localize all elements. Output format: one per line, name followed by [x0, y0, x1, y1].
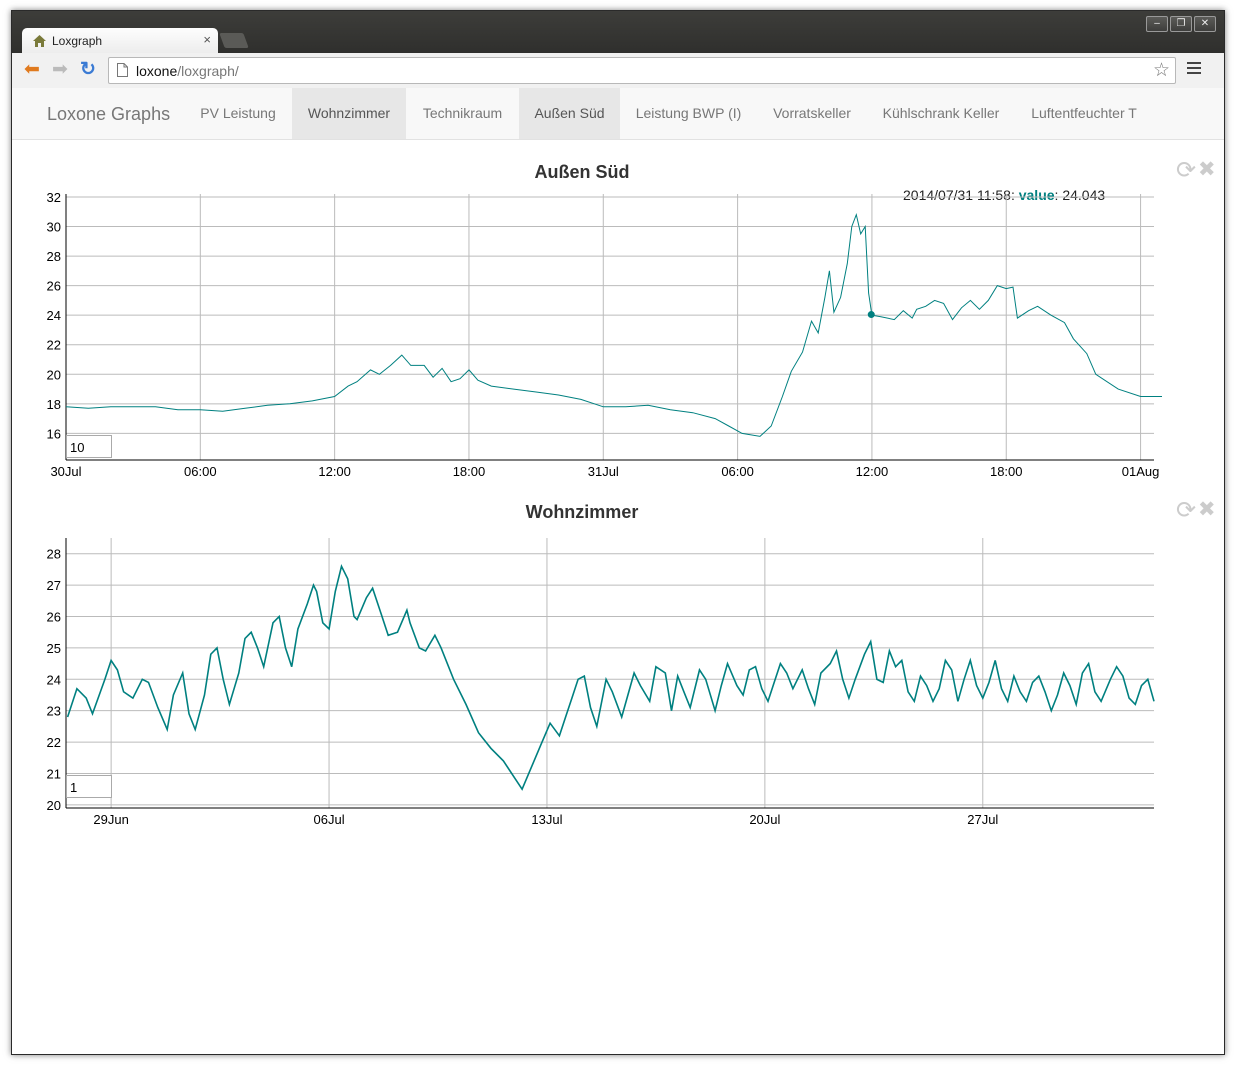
browser-tab[interactable]: Loxgraph ×	[22, 28, 218, 53]
address-bar[interactable]: loxone/loxgraph/ ☆	[108, 57, 1176, 84]
x-tick-label: 12:00	[856, 464, 889, 479]
x-tick-label: 06Jul	[314, 812, 345, 827]
refresh-graph-icon[interactable]: ⟳	[1176, 497, 1197, 524]
y-tick-label: 26	[47, 609, 61, 624]
y-tick-label: 27	[47, 578, 61, 593]
url-text: loxone/loxgraph/	[136, 63, 239, 79]
chart-legend: 2014/07/31 11:58: value: 24.043	[903, 187, 1106, 203]
back-arrow-icon[interactable]: ⬅	[24, 59, 40, 80]
y-tick-label: 20	[47, 798, 61, 813]
forward-arrow-icon[interactable]: ➡	[52, 59, 68, 80]
y-tick-label: 20	[47, 367, 61, 382]
y-tick-label: 28	[47, 547, 61, 562]
url-path: /loxgraph/	[177, 63, 239, 79]
reload-icon[interactable]: ↻	[80, 59, 96, 80]
y-tick-label: 18	[47, 397, 61, 412]
minimize-button[interactable]: ‒	[1146, 16, 1168, 32]
series-line	[65, 212, 1162, 437]
tab-title: Loxgraph	[52, 34, 103, 48]
chart-aussen-sued[interactable]: 30Jul 06:00 12:00 18:00 31Jul 06:00 12:00 18:00…	[32, 181, 1162, 491]
menu-icon[interactable]	[1187, 62, 1201, 77]
nav-item-pv-leistung[interactable]: PV Leistung	[200, 105, 276, 121]
y-tick-label: 23	[47, 704, 61, 719]
y-tick-label: 24	[47, 308, 61, 323]
nav-item-wohnzimmer[interactable]: Wohnzimmer	[292, 88, 406, 139]
x-tick-label: 30Jul	[50, 464, 81, 479]
x-tick-label: 06:00	[721, 464, 754, 479]
y-tick-label: 21	[47, 766, 61, 781]
roll-period-input[interactable]: 1	[66, 775, 112, 798]
x-tick-label: 01Aug	[1122, 464, 1160, 479]
y-tick-label: 22	[47, 735, 61, 750]
y-tick-label: 24	[47, 672, 61, 687]
chart-wohnzimmer[interactable]: 29Jun 06Jul 13Jul 20Jul 27Jul 20 21 22 23 24 25 26 2…	[32, 521, 1162, 831]
brand-title[interactable]: Loxone Graphs	[47, 104, 171, 124]
y-tick-label: 16	[47, 426, 61, 441]
nav-item-kuehlschrank-keller[interactable]: Kühlschrank Keller	[882, 105, 1000, 121]
url-host: loxone	[136, 63, 178, 79]
app-navbar: Loxone Graphs PV Leistung Wohnzimmer Tec…	[12, 88, 1224, 140]
graph-title-aussen-sued: Außen Süd	[534, 162, 630, 182]
title-bar: Loxgraph × ‒ ❐ ✕	[12, 11, 1224, 53]
bookmark-star-icon[interactable]: ☆	[1152, 60, 1170, 81]
highlight-point	[867, 311, 875, 319]
legend-series-label: value	[1018, 187, 1055, 203]
y-tick-label: 30	[47, 220, 61, 235]
page-icon	[117, 63, 128, 82]
nav-item-leistung-bwp[interactable]: Leistung BWP (I)	[635, 105, 742, 121]
graph-title-wohnzimmer: Wohnzimmer	[525, 502, 639, 522]
x-tick-label: 18:00	[990, 464, 1023, 479]
nav-item-luftentfeuchter[interactable]: Luftentfeuchter T	[1031, 105, 1137, 121]
y-tick-label: 28	[47, 249, 61, 264]
series-line	[66, 563, 1155, 791]
browser-toolbar: ⬅ ➡ ↻ loxone/loxgraph/ ☆	[12, 53, 1224, 89]
close-graph-icon[interactable]: ✖	[1198, 158, 1216, 181]
x-tick-label: 12:00	[318, 464, 351, 479]
nav-item-vorratskeller[interactable]: Vorratskeller	[773, 105, 851, 121]
new-tab-button[interactable]	[219, 33, 249, 48]
x-tick-label: 06:00	[184, 464, 217, 479]
x-tick-label: 20Jul	[749, 812, 780, 827]
roll-period-input[interactable]: 10	[66, 435, 112, 458]
nav-item-aussen-sued[interactable]: Außen Süd	[519, 88, 620, 139]
legend-time: 2014/07/31 11:58	[903, 187, 1011, 203]
y-tick-label: 32	[47, 190, 61, 205]
x-tick-label: 13Jul	[531, 812, 562, 827]
close-window-button[interactable]: ✕	[1194, 16, 1216, 32]
tab-close-icon[interactable]: ×	[203, 32, 211, 47]
x-tick-label: 18:00	[453, 464, 486, 479]
y-tick-label: 26	[47, 279, 61, 294]
x-tick-label: 27Jul	[967, 812, 998, 827]
maximize-button[interactable]: ❐	[1170, 16, 1192, 32]
close-graph-icon[interactable]: ✖	[1198, 498, 1216, 521]
nav-item-technikraum[interactable]: Technikraum	[422, 105, 503, 121]
x-tick-label: 31Jul	[588, 464, 619, 479]
x-tick-label: 29Jun	[93, 812, 128, 827]
browser-window: Loxgraph × ‒ ❐ ✕ ⬅ ➡ ↻ loxone/loxgraph/ …	[11, 10, 1225, 1055]
legend-value: 24.043	[1062, 187, 1106, 203]
y-tick-label: 22	[47, 338, 61, 353]
refresh-graph-icon[interactable]: ⟳	[1176, 157, 1197, 184]
y-tick-label: 25	[47, 641, 61, 656]
home-icon	[33, 34, 46, 52]
